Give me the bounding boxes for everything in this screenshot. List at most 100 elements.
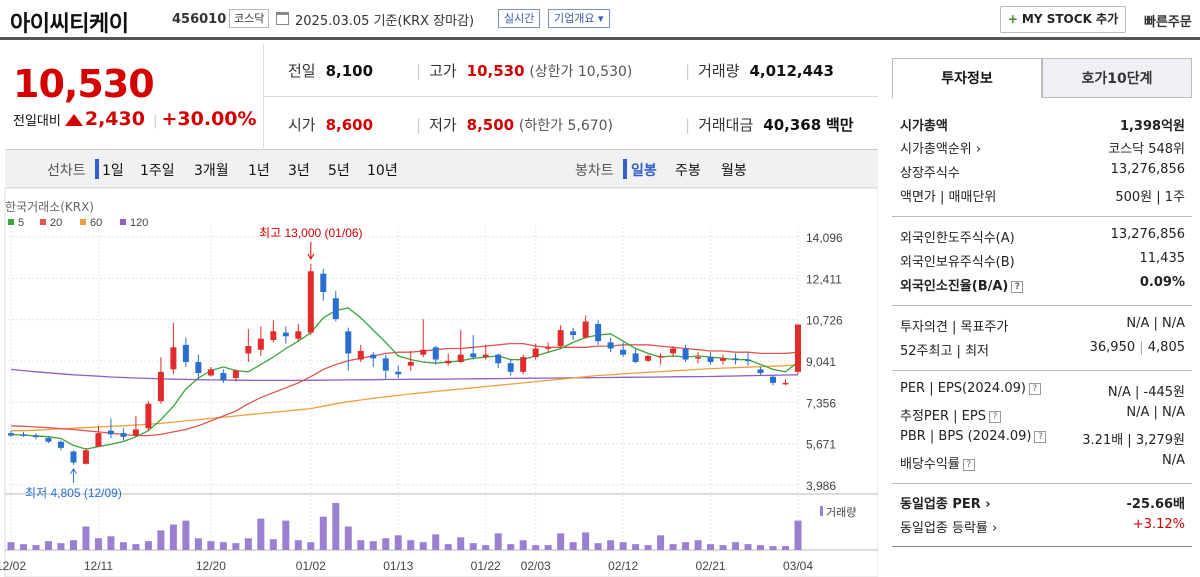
volume-bar <box>369 541 377 550</box>
candle-body <box>482 354 489 358</box>
week52-row: 52주최고 | 최저 36,950 | 4,805 <box>900 340 1185 359</box>
opinion-row: 투자의견 | 목표주가 N/A | N/A <box>900 316 1185 335</box>
period-5y[interactable]: 5년 <box>328 163 350 179</box>
volume-bar <box>144 541 152 550</box>
market-cap-row: 시가총액 1,398억원 <box>900 119 1185 134</box>
candlestick-chart: 14,096 12,411 10,726 9,041 7,356 5,671 3,986 12… <box>0 188 878 577</box>
period-1d[interactable]: 1일 <box>102 163 124 179</box>
ma20-line <box>10 342 799 437</box>
candle-body <box>270 331 277 340</box>
candle-body <box>670 348 677 354</box>
volume-bar <box>582 532 590 550</box>
calendar-icon <box>276 12 289 25</box>
candle-body <box>295 331 302 339</box>
candle-monthly[interactable]: 월봉 <box>721 163 747 179</box>
period-1y[interactable]: 1년 <box>248 163 270 179</box>
candle-body <box>607 342 614 349</box>
help-icon[interactable]: ? <box>1034 431 1047 443</box>
candle-body <box>220 373 227 381</box>
cap-rank-row[interactable]: 시가총액순위 › 코스닥 548위 <box>900 142 1185 157</box>
candle-body <box>407 362 414 366</box>
up-arrow-icon <box>64 114 83 126</box>
candle-body <box>195 362 202 374</box>
volume-bar <box>119 542 127 550</box>
candle-body <box>145 403 152 429</box>
tab-orderbook[interactable]: 호가10단계 <box>1042 58 1192 98</box>
candle-body <box>595 323 602 342</box>
y-tick-label: 3,986 <box>806 479 836 493</box>
divider <box>892 483 1192 484</box>
volume-bar <box>32 545 40 550</box>
x-tick-label: 12/11 <box>84 559 113 573</box>
candle-body <box>357 350 364 360</box>
tab-invest-info[interactable]: 투자정보 <box>892 58 1042 98</box>
period-3y[interactable]: 3년 <box>288 163 310 179</box>
candle-body <box>657 355 664 358</box>
change-percent: +30.00% <box>161 108 257 130</box>
quick-order-link[interactable]: 빠른주문 <box>1144 15 1192 30</box>
candle-body <box>532 348 539 358</box>
period-10y[interactable]: 10년 <box>367 163 398 179</box>
candle-body <box>420 349 427 355</box>
candle-body <box>245 346 252 354</box>
volume-bar <box>469 543 477 550</box>
volume-bar <box>794 520 802 550</box>
x-tick-label: 01/13 <box>383 559 413 573</box>
industry-per-row[interactable]: 동일업종 PER › -25.66배 <box>900 497 1185 512</box>
volume-bar <box>332 503 340 550</box>
x-tick-label: 03/04 <box>783 559 813 573</box>
high-price: | 고가 10,530 (상한가 10,530) <box>416 62 633 80</box>
candle-weekly[interactable]: 주봉 <box>675 163 701 179</box>
min-arrow-head <box>70 467 77 475</box>
volume-bar <box>519 540 527 550</box>
divider <box>892 546 1192 547</box>
period-3m[interactable]: 3개월 <box>194 163 229 179</box>
stock-code: 456010 <box>172 12 227 27</box>
volume-bar <box>657 535 665 550</box>
candle-body <box>257 338 264 350</box>
volume-bar <box>757 545 765 550</box>
help-icon[interactable]: ? <box>962 459 975 471</box>
candle-body <box>32 435 39 438</box>
candle-body <box>20 434 27 436</box>
legend-swatch <box>8 219 14 225</box>
help-icon[interactable]: ? <box>1011 281 1024 293</box>
help-icon[interactable]: ? <box>988 411 1001 423</box>
volume-bar <box>44 541 52 550</box>
volume-bar <box>557 533 565 550</box>
candle-body <box>507 363 514 372</box>
period-1w[interactable]: 1주일 <box>140 163 175 179</box>
low-price: | 저가 8,500 (하한가 5,670) <box>416 116 613 134</box>
industry-rate-row[interactable]: 동일업종 등락률 › +3.12% <box>900 517 1185 536</box>
realtime-button[interactable]: 실시간 <box>498 9 541 28</box>
candle-body <box>70 451 77 463</box>
company-info-dropdown[interactable]: 기업개요 ▾ <box>548 9 610 28</box>
help-icon[interactable]: ? <box>1028 383 1041 395</box>
volume-bar <box>707 544 715 550</box>
volume-bar <box>782 546 790 550</box>
candle-body <box>545 347 552 349</box>
candle-body <box>495 354 502 364</box>
candle-daily[interactable]: 일봉 <box>631 163 657 179</box>
plus-icon: + <box>1007 12 1018 26</box>
line-chart-label: 선차트 <box>47 163 86 179</box>
legend-swatch <box>80 219 86 225</box>
candle-body <box>170 347 177 370</box>
volume-bar <box>319 516 327 550</box>
candle-body <box>370 354 377 359</box>
pbr-row: PBR | BPS (2024.09)? 3.21배 | 3,279원 <box>900 429 1185 448</box>
ma60-line <box>11 364 799 432</box>
company-name: 아이씨티케이 <box>10 12 129 37</box>
volume-bar <box>732 542 740 550</box>
volume-bar <box>219 542 227 550</box>
my-stock-add-button[interactable]: + MY STOCK 추가 <box>1000 6 1126 33</box>
candle-body <box>82 450 89 464</box>
volume-bar <box>482 545 490 550</box>
volume-bar <box>507 544 515 550</box>
volume-bar <box>694 540 702 550</box>
volume-bar <box>107 536 115 550</box>
volume-bar <box>244 538 252 550</box>
candle-body <box>132 429 139 436</box>
candle-body <box>432 347 439 360</box>
change-label: 전일대비 <box>13 114 61 129</box>
